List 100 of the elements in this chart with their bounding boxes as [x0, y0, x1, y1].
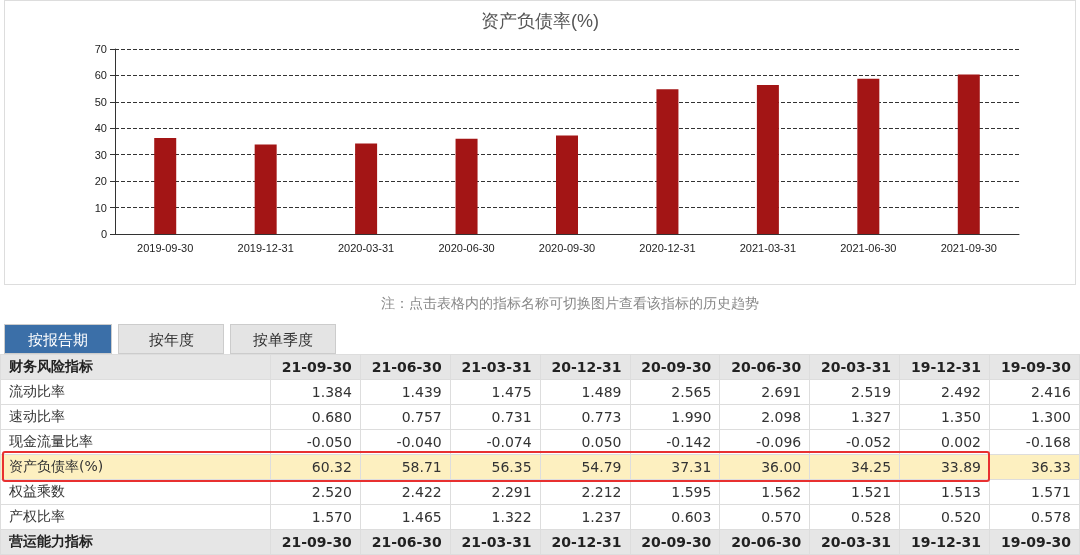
- category-label: 21-03-31: [450, 354, 541, 380]
- data-label: 58.71: [360, 454, 451, 480]
- data-label: 34.25: [809, 454, 900, 480]
- data-label: 2.691: [719, 379, 810, 405]
- text: 现金流量比率: [0, 429, 271, 455]
- data-label: 2.520: [270, 479, 361, 505]
- bar: [355, 143, 378, 234]
- data-label: -0.168: [989, 429, 1080, 455]
- data-label: 1.475: [450, 379, 541, 405]
- x-tick-label: 2021-03-31: [739, 241, 797, 254]
- data-label: 1.595: [630, 479, 720, 505]
- x-tick-label: 2021-09-30: [940, 241, 997, 254]
- data-label: 1.327: [809, 404, 900, 430]
- bar: [154, 137, 177, 234]
- text: 财务风险指标: [0, 354, 271, 380]
- data-label: 1.513: [899, 479, 990, 505]
- data-label: 1.570: [270, 504, 361, 530]
- data-label: 0.520: [899, 504, 990, 530]
- x-tick-label: 2019-12-31: [237, 241, 294, 254]
- x-tick-label: 2019-09-30: [137, 241, 194, 254]
- data-label: 0.528: [809, 504, 900, 530]
- category-label: 20-03-31: [821, 534, 892, 550]
- data-label: 1.489: [540, 379, 630, 405]
- text: 按单季度: [230, 324, 336, 354]
- text: 按报告期: [4, 324, 112, 354]
- data-label: 0.757: [360, 404, 451, 430]
- text: 注：点击表格内的指标名称可切换图片查看该指标的历史趋势: [380, 294, 760, 313]
- category-label: 21-06-30: [360, 354, 451, 380]
- data-label: 0.680: [270, 404, 361, 430]
- data-label: -0.096: [719, 429, 810, 455]
- data-label: 2.098: [719, 404, 810, 430]
- y-tick-label: 40: [94, 122, 107, 135]
- data-label: 1.322: [450, 504, 541, 530]
- y-tick-label: 30: [94, 148, 107, 161]
- data-label: 1.465: [360, 504, 451, 530]
- category-label: 21-09-30: [270, 354, 361, 380]
- text: 营运能力指标: [0, 529, 271, 555]
- data-label: 0.773: [540, 404, 630, 430]
- data-label: 36.33: [989, 454, 1080, 480]
- category-label: 21-09-30: [281, 534, 352, 550]
- y-tick-label: 10: [94, 201, 107, 214]
- data-label: 2.422: [360, 479, 451, 505]
- y-tick-label: 20: [94, 175, 107, 188]
- series-label: 资产负债率(%): [0, 454, 271, 480]
- bar: [254, 144, 277, 234]
- category-label: 19-09-30: [1000, 534, 1071, 550]
- category-label: 20-12-31: [551, 534, 622, 550]
- data-label: 1.571: [989, 479, 1080, 505]
- data-label: 2.416: [989, 379, 1080, 405]
- category-label: 19-12-31: [899, 354, 990, 380]
- category-label: 20-09-30: [641, 534, 712, 550]
- data-label: 2.565: [630, 379, 720, 405]
- data-label: 2.519: [809, 379, 900, 405]
- text: 产权比率: [0, 504, 271, 530]
- data-label: 1.237: [540, 504, 630, 530]
- data-label: 0.002: [899, 429, 990, 455]
- x-tick-label: 2020-06-30: [438, 241, 495, 254]
- category-label: 20-06-30: [731, 534, 802, 550]
- data-label: 0.570: [719, 504, 810, 530]
- category-label: 20-09-30: [630, 354, 720, 380]
- data-label: -0.074: [450, 429, 541, 455]
- data-label: 2.291: [450, 479, 541, 505]
- x-tick-label: 2021-06-30: [840, 241, 897, 254]
- x-tick-label: 2020-09-30: [538, 241, 596, 254]
- bar: [455, 138, 478, 234]
- data-label: 54.79: [540, 454, 630, 480]
- category-label: 20-12-31: [540, 354, 630, 380]
- y-tick-label: 0: [100, 228, 107, 240]
- category-label: 21-03-31: [461, 534, 532, 550]
- category-label: 20-06-30: [719, 354, 810, 380]
- data-label: 1.384: [270, 379, 361, 405]
- data-label: 33.89: [899, 454, 990, 480]
- data-label: -0.050: [270, 429, 361, 455]
- y-tick-label: 60: [94, 69, 107, 82]
- text: 流动比率: [0, 379, 271, 405]
- data-label: 0.578: [989, 504, 1080, 530]
- data-label: 1.521: [809, 479, 900, 505]
- data-label: 1.439: [360, 379, 451, 405]
- data-label: 2.492: [899, 379, 990, 405]
- bar: [556, 135, 578, 234]
- bar: [957, 74, 980, 234]
- data-label: 60.32: [270, 454, 361, 480]
- text: 权益乘数: [0, 479, 271, 505]
- data-label: 0.050: [540, 429, 630, 455]
- category-label: 21-06-30: [371, 534, 442, 550]
- chart-title: 资产负债率(%): [481, 11, 599, 31]
- data-label: 56.35: [450, 454, 541, 480]
- data-label: -0.142: [630, 429, 720, 455]
- category-label: 20-03-31: [809, 354, 900, 380]
- data-label: 0.731: [450, 404, 541, 430]
- y-tick-label: 50: [94, 95, 107, 108]
- data-label: 1.990: [630, 404, 720, 430]
- x-tick-label: 2020-03-31: [337, 241, 395, 254]
- category-label: 19-09-30: [989, 354, 1080, 380]
- data-label: 36.00: [719, 454, 810, 480]
- data-label: 37.31: [630, 454, 720, 480]
- x-tick-label: 2020-12-31: [639, 241, 696, 254]
- text: 速动比率: [0, 404, 271, 430]
- data-label: -0.040: [360, 429, 451, 455]
- data-label: 1.562: [719, 479, 810, 505]
